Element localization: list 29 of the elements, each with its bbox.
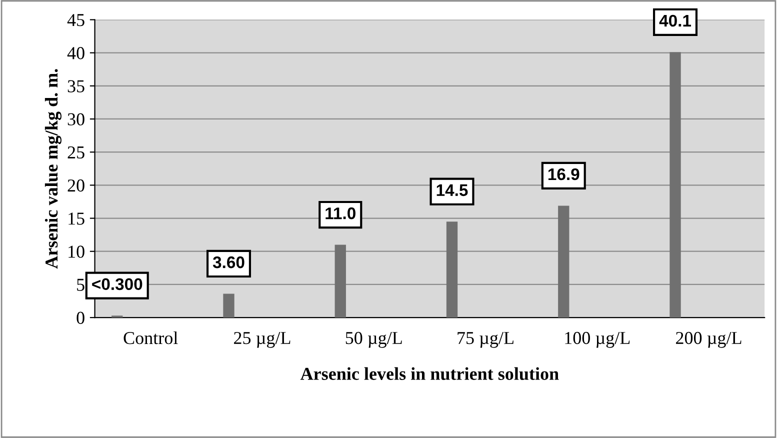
x-tick-label: 100 µg/L — [565, 332, 630, 348]
data-label: 3.60 — [212, 256, 244, 268]
y-tick-label: 15 — [68, 212, 84, 225]
y-tick-label: 45 — [67, 14, 84, 26]
x-tick-label: 50 µg/L — [346, 332, 402, 348]
data-label: 11.0 — [326, 207, 356, 220]
bar — [334, 244, 346, 318]
y-tick-label: 40 — [67, 47, 84, 60]
bar — [446, 222, 458, 318]
bar — [670, 52, 681, 318]
x-tick-label: 200 µg/L — [676, 332, 742, 348]
x-tick-label: 25 µg/L — [234, 332, 290, 348]
y-tick-label: 0 — [76, 312, 84, 324]
data-label: 14.5 — [436, 184, 468, 196]
y-axis-title: Arsenic value mg/kg d. m. — [44, 69, 62, 269]
y-tick-label: 35 — [68, 80, 84, 92]
x-tick-label: Control — [124, 331, 178, 344]
data-label: <0.300 — [92, 278, 142, 290]
x-axis-title: Arsenic levels in nutrient solution — [300, 367, 559, 380]
y-tick-label: 20 — [68, 179, 84, 192]
y-tick-label: 5 — [77, 278, 84, 291]
y-tick-label: 30 — [68, 113, 84, 126]
y-tick-label: 10 — [68, 246, 84, 258]
bar — [223, 294, 234, 318]
bar — [558, 206, 570, 318]
x-tick-label: 75 µg/L — [458, 332, 514, 348]
data-label: 16.9 — [548, 168, 580, 180]
y-tick-label: 25 — [68, 146, 84, 159]
data-label: 40.1 — [659, 14, 692, 27]
